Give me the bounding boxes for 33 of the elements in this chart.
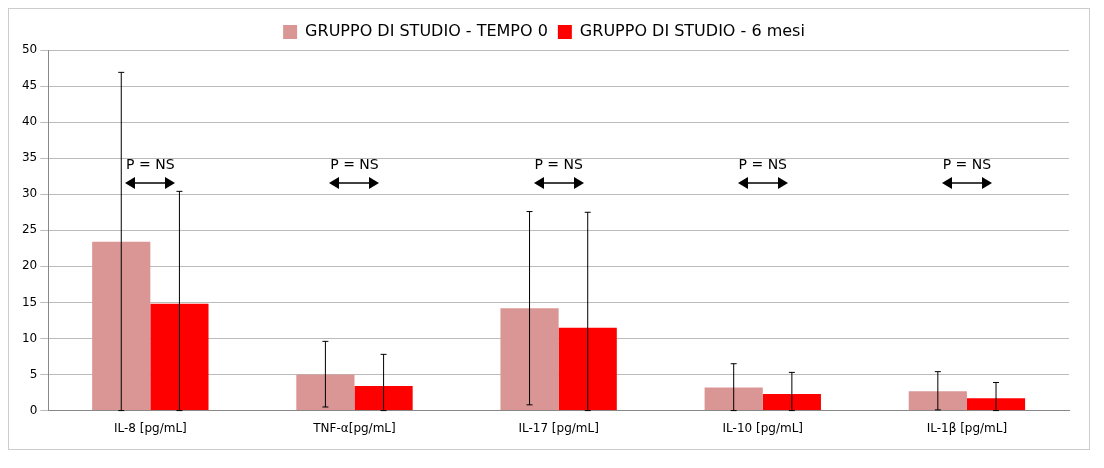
y-tick-label: 45 xyxy=(21,78,38,93)
legend-label: GRUPPO DI STUDIO - TEMPO 0 xyxy=(305,21,548,41)
y-tick-label: 15 xyxy=(21,294,38,309)
y-tick-label: 50 xyxy=(21,42,38,57)
bar xyxy=(704,387,763,411)
bar xyxy=(908,391,967,411)
bar xyxy=(966,398,1026,411)
bar xyxy=(296,374,355,411)
y-tick-label: 25 xyxy=(21,222,38,237)
bar xyxy=(92,241,151,411)
bar xyxy=(558,327,617,411)
y-tick-label: 35 xyxy=(21,150,38,165)
x-tick-label: IL-8 [pg/mL] xyxy=(113,420,187,435)
x-tick-label: IL-1β [pg/mL] xyxy=(926,420,1008,435)
annotation: P = NS xyxy=(330,156,379,173)
bar xyxy=(762,394,821,411)
annotation: P = NS xyxy=(942,156,992,173)
y-tick-label: 30 xyxy=(21,186,38,201)
y-tick-label: 10 xyxy=(21,330,38,345)
annotation: P = NS xyxy=(534,156,583,173)
bar xyxy=(150,303,209,411)
y-tick-label: 40 xyxy=(21,114,38,129)
legend-label: GRUPPO DI STUDIO - 6 mesi xyxy=(579,21,805,41)
bar xyxy=(500,308,559,411)
bar xyxy=(354,386,413,411)
annotation: P = NS xyxy=(126,156,175,173)
x-tick-label: IL-17 [pg/mL] xyxy=(518,420,599,435)
y-tick-label: 20 xyxy=(21,258,38,273)
annotation: P = NS xyxy=(738,156,788,173)
y-tick-label: 0 xyxy=(29,402,38,417)
y-tick-label: 5 xyxy=(29,366,38,381)
x-tick-label: IL-10 [pg/mL] xyxy=(722,420,804,435)
x-tick-label: TNF-α[pg/mL] xyxy=(312,420,396,435)
